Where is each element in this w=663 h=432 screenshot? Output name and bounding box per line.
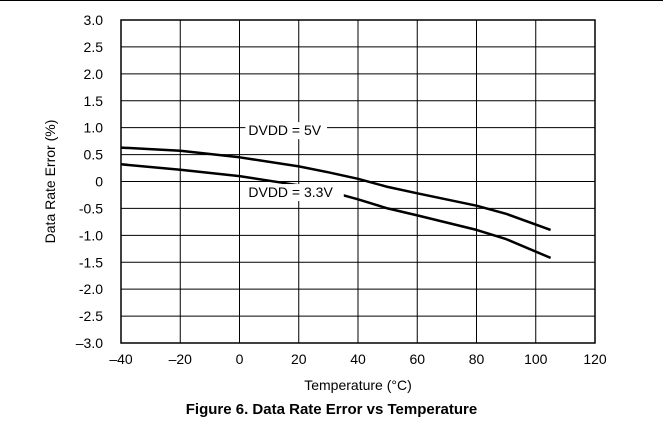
annotations: DVDD = 5V DVDD = 3.3V [245,122,344,202]
y-tick-label: -0.5 [79,200,103,216]
x-tick-label: 120 [583,351,607,367]
x-tick-label: –20 [169,351,193,367]
y-tick-label: 0 [95,174,103,190]
y-tick-label: 1.0 [84,120,104,136]
y-tick-label: -1.5 [79,254,103,270]
series-line-2 [120,163,552,260]
series-group [120,146,552,260]
top-rule [0,0,663,1]
x-tick-label: 80 [469,351,485,367]
grid [120,19,596,344]
chart: 3.0 2.5 2.0 1.5 1.0 0.5 0 -0.5 -1.0 -1.5 -2.0 -2.5 –… [42,12,607,393]
y-tick-labels: 3.0 2.5 2.0 1.5 1.0 0.5 0 -0.5 -1.0 -1.5 -2.0 -2.5 –… [76,12,103,351]
annotation-bg [245,122,327,140]
y-tick-label: 2.5 [84,39,104,55]
y-tick-label: 1.5 [84,93,104,109]
y-tick-label: -2.5 [79,308,103,324]
y-tick-label: -1.0 [79,227,103,243]
y-tick-label: -2.0 [79,281,103,297]
x-tick-labels: –40 –20 0 20 40 60 80 100 120 [109,351,607,367]
x-tick-label: 60 [409,351,425,367]
y-tick-label: 2.0 [84,66,104,82]
x-tick-label: 100 [524,351,548,367]
x-tick-label: 0 [236,351,244,367]
y-axis-label: Data Rate Error (%) [42,120,58,244]
x-tick-label: –40 [109,351,133,367]
figure-caption: Figure 6. Data Rate Error vs Temperature [185,401,478,418]
x-axis-label: Temperature (°C) [304,377,412,393]
y-tick-label: 0.5 [84,147,104,163]
y-tick-label: 3.0 [84,12,104,28]
y-tick-label: –3.0 [76,335,103,351]
series-annotation: DVDD = 5V [248,122,321,138]
x-tick-label: 20 [291,351,307,367]
plot-frame [120,19,596,344]
annotation-bg [245,184,344,202]
series-annotation: DVDD = 3.3V [248,184,333,200]
x-tick-label: 40 [350,351,366,367]
series-line-1 [120,146,552,232]
